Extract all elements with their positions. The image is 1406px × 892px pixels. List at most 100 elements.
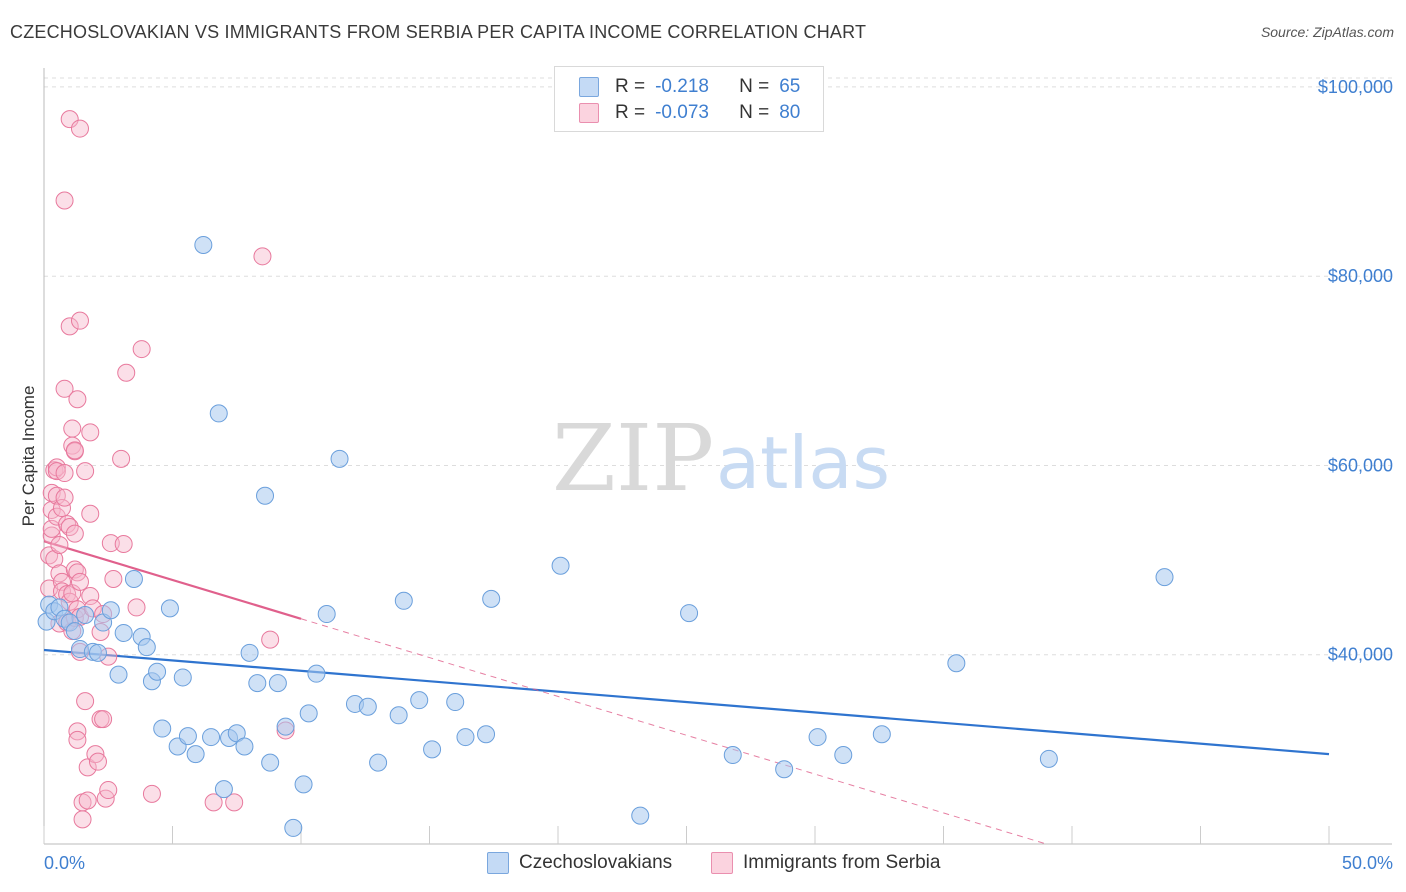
data-point-czechoslovakian (194, 235, 213, 254)
bottom-legend-czechoslovakians: Czechoslovakians (487, 852, 672, 874)
data-point-czechoslovakian (834, 746, 853, 765)
data-point-serbia (47, 462, 66, 481)
data-point-czechoslovakian (358, 697, 377, 716)
data-point-czechoslovakian (631, 806, 650, 825)
bottom-legend-swatch-pink (711, 852, 733, 874)
data-point-serbia (94, 710, 113, 729)
data-point-czechoslovakian (317, 605, 336, 624)
data-point-serbia (81, 504, 100, 523)
trend-lines (43, 540, 1330, 845)
legend-r-label: R = (615, 76, 646, 97)
data-point-serbia (81, 423, 100, 442)
y-tick-labels: $40,000 $60,000 $80,000 $100,000 (1318, 77, 1393, 665)
legend-row-czechoslovakians: R = -0.218 N = 65 (579, 74, 800, 100)
legend-swatch-pink (579, 103, 599, 123)
data-point-czechoslovakian (209, 404, 228, 423)
legend: R = -0.218 N = 65 R = -0.073 N = 80 (554, 66, 824, 132)
y-tick-label: $60,000 (1328, 455, 1393, 475)
data-point-serbia (86, 745, 105, 764)
watermark-zip: ZIP (552, 405, 714, 512)
bottom-legend-label: Czechoslovakians (519, 852, 673, 873)
y-tick-label: $40,000 (1328, 645, 1393, 665)
data-point-czechoslovakian (477, 725, 496, 744)
data-point-czechoslovakian (101, 601, 120, 620)
data-point-czechoslovakian (307, 664, 326, 683)
data-point-czechoslovakian (65, 622, 84, 641)
data-point-czechoslovakian (256, 486, 275, 505)
data-point-serbia (70, 572, 89, 591)
data-point-czechoslovakian (330, 449, 349, 468)
data-point-czechoslovakian (160, 599, 179, 618)
data-point-czechoslovakian (114, 623, 133, 642)
trend-line-serbia (43, 540, 302, 620)
bottom-legend-serbia: Immigrants from Serbia (711, 852, 940, 874)
data-point-serbia (55, 488, 74, 507)
data-point-serbia (42, 526, 61, 545)
legend-n-label: N = (739, 102, 770, 123)
data-point-serbia (70, 119, 89, 138)
data-point-czechoslovakian (1155, 568, 1174, 587)
data-point-serbia (204, 793, 223, 812)
data-point-czechoslovakian (482, 589, 501, 608)
y-tick-label: $100,000 (1318, 77, 1393, 97)
legend-n-label: N = (739, 76, 770, 97)
data-point-czechoslovakian (872, 725, 891, 744)
data-point-czechoslovakian (173, 668, 192, 687)
data-point-serbia (117, 363, 136, 382)
watermark: ZIP atlas (552, 405, 890, 512)
x-tick-label: 0.0% (44, 853, 85, 873)
data-point-serbia (68, 390, 87, 409)
data-point-czechoslovakian (369, 753, 388, 772)
data-point-czechoslovakian (1039, 749, 1058, 768)
data-point-czechoslovakian (410, 691, 429, 710)
data-point-serbia (70, 311, 89, 330)
data-point-czechoslovakian (456, 728, 475, 747)
data-point-serbia (58, 515, 77, 534)
data-point-serbia (55, 464, 74, 483)
data-point-serbia (78, 758, 97, 777)
data-point-czechoslovakian (808, 728, 827, 747)
data-point-czechoslovakian (88, 643, 107, 662)
data-point-serbia (76, 462, 95, 481)
data-point-czechoslovakian (227, 724, 246, 743)
data-point-czechoslovakian (178, 727, 197, 746)
data-point-serbia (132, 340, 151, 359)
legend-row-serbia: R = -0.073 N = 80 (579, 100, 800, 126)
data-point-czechoslovakian (186, 745, 205, 764)
data-point-serbia (60, 110, 79, 129)
data-point-czechoslovakian (423, 740, 442, 759)
watermark-atlas: atlas (716, 421, 890, 505)
data-point-serbia (78, 791, 97, 810)
x-tick-label: 50.0% (1342, 853, 1393, 873)
data-point-czechoslovakian (137, 638, 156, 657)
data-point-czechoslovakian (551, 556, 570, 575)
data-point-czechoslovakian (389, 706, 408, 725)
grid-lines (44, 77, 1392, 656)
source-label: Source: ZipAtlas.com (1260, 24, 1394, 40)
data-point-serbia (253, 247, 272, 266)
data-point-serbia (55, 379, 74, 398)
data-point-serbia (65, 441, 84, 460)
y-axis-label: Per Capita Income (19, 386, 38, 527)
data-point-czechoslovakian (202, 728, 221, 747)
data-point-czechoslovakian (446, 693, 465, 712)
data-point-serbia (58, 585, 77, 604)
data-point-czechoslovakian (284, 818, 303, 837)
series-serbia-points (40, 110, 295, 829)
bottom-legend-swatch-blue (487, 852, 509, 874)
data-point-serbia (60, 317, 79, 336)
data-point-czechoslovakian (124, 570, 143, 589)
data-point-serbia (50, 535, 69, 554)
data-point-serbia (142, 784, 161, 803)
legend-swatch-blue (579, 77, 599, 97)
y-tick-label: $80,000 (1328, 266, 1393, 286)
data-point-czechoslovakian (276, 717, 295, 736)
data-point-czechoslovakian (153, 719, 172, 738)
data-point-czechoslovakian (214, 780, 233, 799)
data-point-serbia (99, 781, 118, 800)
chart-title: CZECHOSLOVAKIAN VS IMMIGRANTS FROM SERBI… (10, 22, 867, 42)
x-tick-labels: 0.0% 50.0% (44, 853, 1393, 873)
data-point-serbia (261, 630, 280, 649)
data-point-serbia (65, 524, 84, 543)
data-point-czechoslovakian (109, 665, 128, 684)
